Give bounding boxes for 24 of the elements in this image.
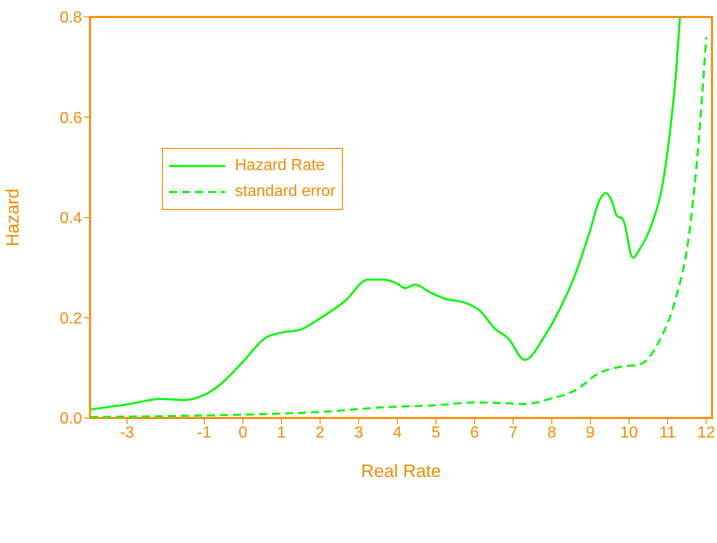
- x-tick-label: 8: [547, 424, 556, 442]
- legend-label: Hazard Rate: [235, 157, 325, 175]
- x-tick-label: -1: [197, 424, 212, 442]
- y-tick-label: 0.6: [60, 110, 82, 127]
- x-tick-label: 5: [431, 424, 440, 442]
- y-axis-title: Hazard: [2, 188, 22, 247]
- x-tick-label: 10: [620, 424, 638, 442]
- x-tick-label: 1: [277, 424, 286, 442]
- y-tick-label: 0.8: [60, 10, 82, 27]
- x-tick-label: 12: [697, 424, 716, 442]
- x-tick-label: 2: [316, 424, 325, 442]
- x-axis-title: Real Rate: [360, 461, 442, 481]
- y-tick-label: 0.2: [60, 310, 82, 328]
- y-tick-label: 0.4: [60, 210, 82, 228]
- x-tick-label: 9: [586, 424, 595, 442]
- x-tick-label: 0: [238, 424, 248, 442]
- x-tick-label: -3: [120, 424, 134, 442]
- y-tick-label: 0.0: [60, 410, 82, 428]
- x-tick-label: 4: [392, 424, 402, 442]
- legend-label: standard error: [235, 183, 336, 201]
- x-tick-label: 11: [659, 424, 676, 442]
- x-tick-label: 3: [354, 424, 364, 442]
- x-tick-label: 7: [508, 424, 518, 442]
- x-tick-label: 6: [470, 424, 480, 442]
